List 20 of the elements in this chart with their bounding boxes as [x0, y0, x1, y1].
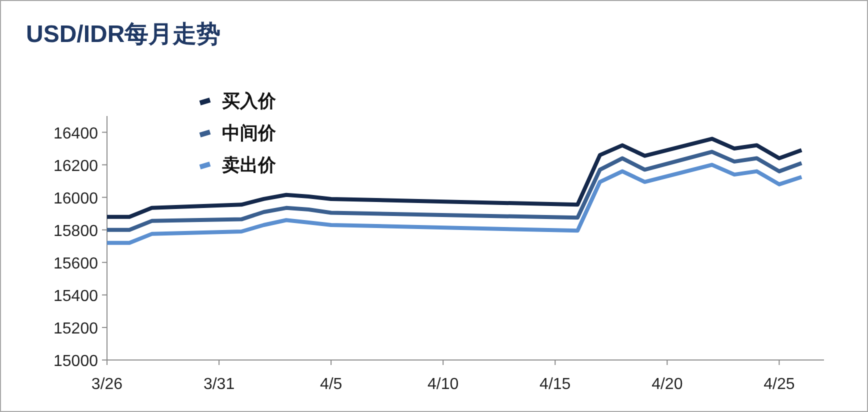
x-tick-label: 4/20: [652, 376, 683, 393]
y-tick-label: 15000: [54, 353, 98, 370]
x-tick-label: 4/25: [764, 376, 795, 393]
legend-label: 卖出价: [222, 155, 277, 175]
legend-label: 中间价: [222, 123, 277, 143]
y-tick-label: 16000: [54, 190, 98, 208]
y-tick-label: 15400: [54, 288, 98, 305]
legend-label: 买入价: [222, 91, 277, 111]
x-tick-label: 4/5: [320, 376, 342, 393]
y-tick-label: 15600: [54, 255, 98, 272]
y-tick-label: 16400: [54, 125, 98, 142]
y-tick-label: 15200: [54, 320, 98, 338]
x-tick-label: 4/10: [428, 376, 459, 393]
y-tick-label: 16200: [54, 158, 98, 175]
y-tick-label: 15800: [54, 222, 98, 240]
line-series: [105, 150, 804, 232]
x-tick-label: 4/15: [540, 376, 571, 393]
x-tick-label: 3/31: [203, 376, 235, 393]
x-tick-label: 3/26: [91, 376, 123, 393]
chart-title: USD/IDR每月走势: [26, 21, 221, 48]
